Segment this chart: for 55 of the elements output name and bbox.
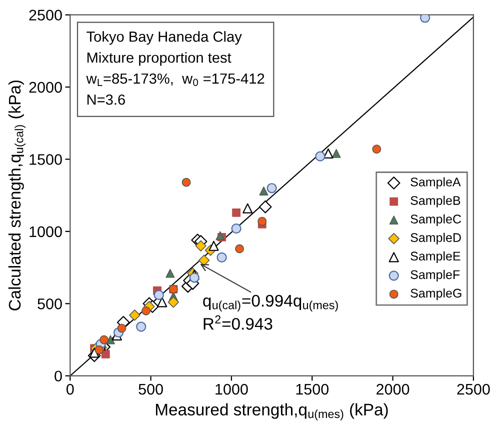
point (154, 290, 164, 300)
point (208, 240, 219, 251)
point (198, 254, 210, 266)
x-tick-label: 500 (138, 384, 163, 395)
legend-label: SampleA (410, 177, 461, 189)
x-tick-label: 1500 (296, 384, 329, 395)
point (182, 178, 191, 187)
point (323, 148, 334, 159)
x-tick-label: 0 (66, 384, 74, 395)
point (258, 200, 272, 214)
point (242, 203, 253, 214)
y-tick-label: 1500 (30, 154, 62, 165)
text: Tokyo Bay Haneda Clay Mixture proportion test w$_{L}$=85-173%, w$_{0}$ =175-412 N=3.6 (86, 31, 264, 105)
x-axis-title: Measured strength,q$_{u(mes)}$ (kPa) (156, 403, 388, 420)
point (89, 348, 100, 358)
annotation: R$^{2}$=0.943 (204, 315, 272, 330)
legend-label: SampleG (410, 288, 462, 300)
point (129, 310, 140, 321)
point (216, 252, 227, 262)
point (232, 208, 241, 217)
y-tick-label: 1000 (30, 226, 62, 238)
point (168, 296, 180, 308)
point (231, 223, 242, 234)
y-axis-title: Calculated strength,q$_{u(cal)}$ (kPa) (8, 80, 26, 310)
point (235, 244, 244, 254)
point (101, 350, 110, 358)
point (266, 183, 277, 194)
point (117, 324, 126, 333)
legend-label: SampleC (410, 214, 462, 226)
point (166, 268, 175, 278)
point (136, 322, 146, 332)
point (258, 216, 267, 226)
y-tick-label: 0 (54, 370, 62, 382)
y-tick-label: 2000 (29, 82, 62, 93)
legend-label: SampleF (410, 270, 460, 282)
legend-label: SampleE (410, 251, 460, 264)
annotation: q$_{u(cal)}$=0.994q$_{u(mes)}$ (203, 294, 338, 312)
point (189, 272, 200, 283)
point (141, 306, 150, 316)
y-tick-label: 500 (38, 298, 62, 310)
point (100, 335, 108, 344)
legend-label: SampleB (410, 196, 460, 208)
point (315, 151, 326, 162)
point (195, 240, 206, 252)
point (94, 345, 104, 354)
y-tick-label: 2500 (29, 10, 62, 21)
point (420, 14, 430, 23)
point (332, 149, 341, 158)
x-tick-label: 2500 (457, 384, 490, 395)
legend-label: SampleD (410, 232, 461, 244)
x-tick-label: 2000 (376, 384, 410, 395)
point (259, 186, 268, 196)
point (157, 297, 168, 308)
x-tick-label: 1000 (216, 384, 248, 395)
point (372, 144, 382, 154)
